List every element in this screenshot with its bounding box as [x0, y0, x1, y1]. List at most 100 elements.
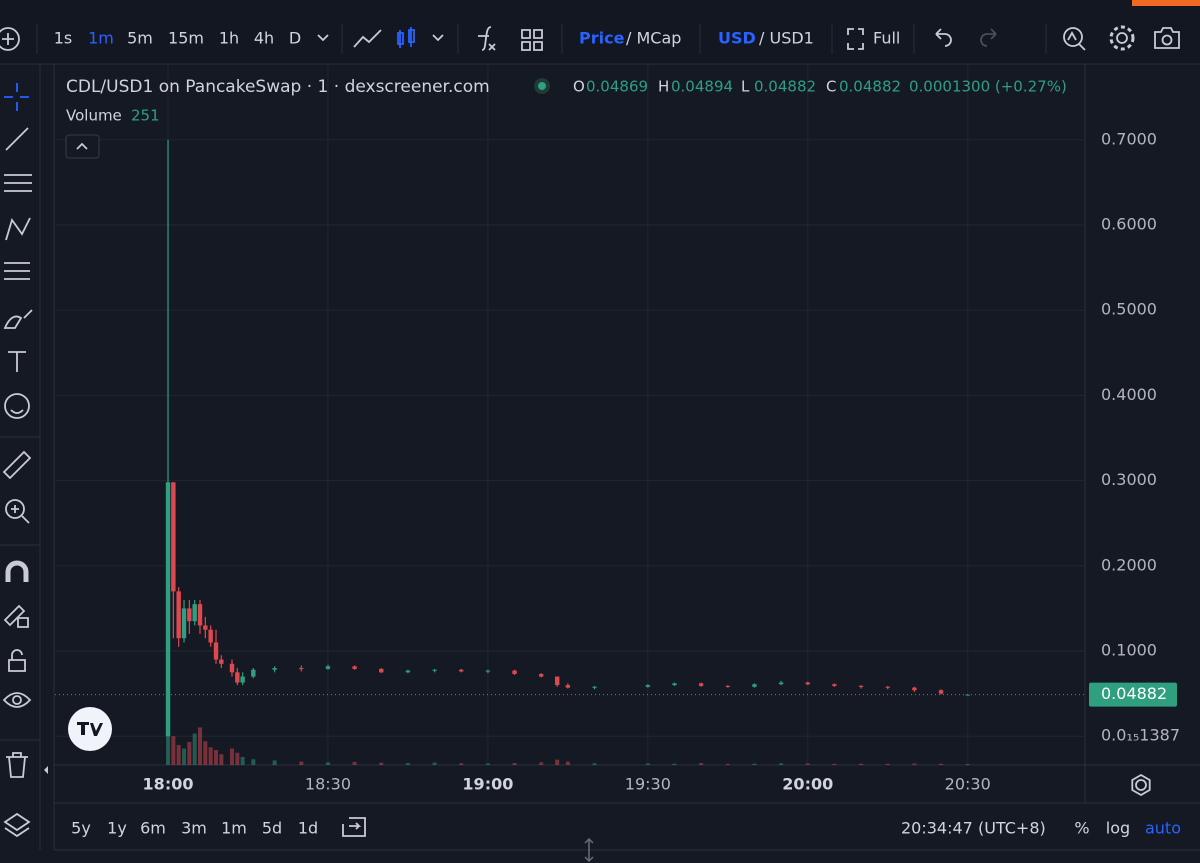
scale-option[interactable]: auto: [1145, 819, 1181, 838]
y-tick-label: 0.2000: [1101, 555, 1157, 574]
axis-settings-icon[interactable]: [1135, 779, 1147, 791]
volume-bar: [166, 719, 171, 765]
volume-bar: [182, 748, 187, 765]
scale-option[interactable]: log: [1106, 819, 1130, 838]
volume-bar: [565, 761, 570, 765]
candle-body: [213, 642, 219, 660]
y-tick-label: 0.1000: [1101, 641, 1157, 660]
volume-bar: [229, 748, 234, 765]
fib-tool[interactable]: [4, 174, 32, 192]
settings-icon[interactable]: [1116, 32, 1128, 44]
visibility-tool[interactable]: [2, 692, 32, 708]
volume-bar: [805, 763, 810, 765]
collapse-toggle[interactable]: [44, 766, 48, 774]
interval-button[interactable]: 5m: [127, 29, 153, 48]
volume-bar: [272, 760, 277, 765]
projection-tool[interactable]: [4, 262, 30, 280]
candle-body: [938, 690, 944, 694]
interval-button[interactable]: 4h: [254, 29, 274, 48]
tradingview-logo[interactable]: [68, 707, 112, 751]
interval-button[interactable]: 1h: [219, 29, 239, 48]
volume-bar: [939, 763, 944, 765]
camera-icon[interactable]: [1154, 27, 1180, 49]
y-tick-label: 0.0₁₅1387: [1101, 726, 1180, 745]
range-button[interactable]: 1y: [107, 819, 127, 838]
zoom-tool[interactable]: [5, 499, 25, 519]
scale-option[interactable]: %: [1074, 819, 1089, 838]
volume-bar: [672, 763, 677, 765]
range-button[interactable]: 5y: [71, 819, 91, 838]
currency-alt[interactable]: / USD1: [759, 29, 814, 48]
candle-body: [555, 676, 560, 686]
pattern-tool[interactable]: [5, 217, 31, 241]
interval-dropdown[interactable]: [317, 34, 329, 42]
price-alt[interactable]: / MCap: [626, 29, 681, 48]
unlock-tool[interactable]: [8, 649, 26, 672]
volume-bar: [592, 763, 597, 765]
trend-line-tool[interactable]: [5, 127, 29, 151]
range-button[interactable]: 1m: [221, 819, 247, 838]
candle-body: [219, 659, 224, 664]
volume-bar: [725, 763, 730, 765]
settings-icon: [1109, 25, 1135, 51]
fullscreen-icon[interactable]: [847, 28, 864, 50]
currency[interactable]: USD: [718, 29, 756, 48]
chart-type-dropdown[interactable]: [432, 34, 444, 42]
candle-body: [405, 670, 411, 673]
resize-handle[interactable]: [584, 837, 594, 863]
layers-tool[interactable]: [3, 812, 31, 838]
lock-drawing-tool[interactable]: [3, 604, 29, 628]
layout-icon[interactable]: [521, 29, 543, 51]
volume-bar: [752, 763, 757, 765]
candle-body: [181, 608, 187, 639]
indicators-icon[interactable]: [478, 26, 496, 51]
ohlc-key: L: [741, 78, 750, 96]
crosshair-tool[interactable]: [4, 83, 29, 111]
price-mode[interactable]: Price: [579, 29, 625, 48]
status-dot: [538, 82, 546, 90]
collapse-legend-button[interactable]: [65, 134, 100, 159]
range-button[interactable]: 5d: [262, 819, 282, 838]
ruler-tool[interactable]: [2, 450, 32, 480]
interval-button[interactable]: 15m: [168, 29, 204, 48]
axis-settings-icon: [1131, 773, 1151, 797]
go-to-date-icon[interactable]: [342, 817, 366, 837]
add-symbol-icon[interactable]: [0, 27, 20, 51]
candle-icon[interactable]: [397, 27, 415, 48]
candle-body: [858, 685, 864, 687]
x-tick-label: 19:00: [462, 775, 513, 794]
volume-bar: [485, 763, 490, 765]
volume-bar: [699, 763, 704, 765]
candle-body: [432, 669, 437, 671]
interval-button[interactable]: 1m: [88, 29, 114, 48]
zoom-tool: [11, 505, 30, 524]
candle-body: [698, 683, 704, 686]
top-toolbar: [0, 0, 1200, 64]
brush-tool[interactable]: [3, 309, 33, 329]
range-button[interactable]: 6m: [140, 819, 166, 838]
interval-button[interactable]: 1s: [54, 29, 73, 48]
range-button[interactable]: 1d: [298, 819, 318, 838]
undo-icon[interactable]: [935, 28, 952, 47]
volume-bar: [251, 759, 256, 765]
alert-icon[interactable]: [1063, 27, 1083, 47]
fullscreen-label[interactable]: Full: [873, 29, 900, 48]
orange-tab[interactable]: [1132, 0, 1200, 6]
text-tool[interactable]: [8, 351, 26, 372]
ohlc-key: H: [658, 78, 669, 96]
volume-bar: [859, 763, 864, 765]
change: 0.0001300 (+0.27%): [909, 78, 1067, 96]
ohlc-value: 0.04869: [586, 78, 648, 96]
y-tick-label: 0.5000: [1101, 300, 1157, 319]
magnet-tool[interactable]: [5, 560, 29, 582]
interval-button[interactable]: D: [289, 29, 301, 48]
range-button[interactable]: 3m: [181, 819, 207, 838]
emoji-tool[interactable]: [4, 393, 30, 419]
candle-body: [235, 672, 240, 683]
symbol-title: CDL/USD1 on PancakeSwap · 1 · dexscreene…: [66, 77, 490, 97]
candle-body: [251, 669, 256, 677]
line-chart-icon[interactable]: [353, 29, 382, 48]
delete-tool[interactable]: [6, 752, 28, 778]
candle-body: [192, 604, 197, 622]
